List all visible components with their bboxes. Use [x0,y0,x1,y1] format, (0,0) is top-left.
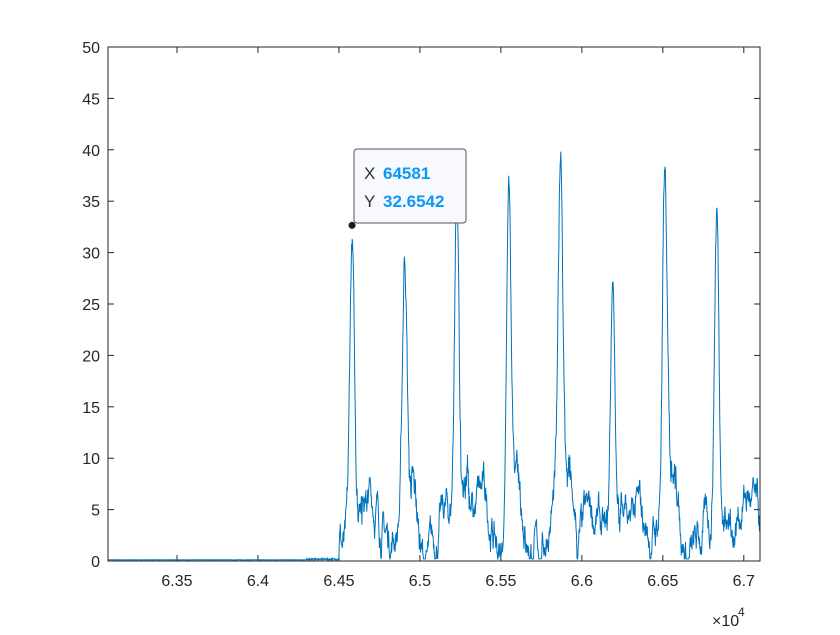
x-exponent-label: ×10 4 [712,605,745,630]
x-tick-label: 6.6 [571,573,593,590]
datatip[interactable]: X 64581 Y 32.6542 [347,148,467,230]
y-tick-label: 30 [82,246,100,263]
y-tick-label: 10 [82,451,100,468]
axes-box [107,46,761,562]
x-tick-label: 6.5 [409,573,431,590]
y-tick-label: 25 [82,297,100,314]
datatip-x-label: X [364,164,375,183]
x-tick-label: 6.45 [323,573,354,590]
x-tick-label: 6.7 [733,573,755,590]
y-tick-label: 15 [82,400,100,417]
x-tick-label: 6.65 [647,573,678,590]
x-tick-label: 6.55 [485,573,516,590]
x-exponent-power: 4 [738,605,745,619]
x-tick-label: 6.35 [161,573,192,590]
datatip-y-value: 32.6542 [383,192,444,211]
y-tick-label: 40 [82,143,100,160]
x-exponent-base: ×10 [712,613,739,630]
plot-area [108,47,760,561]
datatip-box [353,148,467,224]
datatip-x-value: 64581 [383,164,430,183]
y-tick-label: 5 [91,503,100,520]
y-tick-label: 0 [91,554,100,571]
y-tick-label: 50 [82,40,100,57]
datatip-marker[interactable] [347,220,357,230]
y-tick-label: 45 [82,91,100,108]
y-tick-label: 35 [82,194,100,211]
y-tick-label: 20 [82,348,100,365]
datatip-y-label: Y [364,192,375,211]
series-line-signal [107,151,761,562]
x-tick-label: 6.4 [247,573,269,590]
